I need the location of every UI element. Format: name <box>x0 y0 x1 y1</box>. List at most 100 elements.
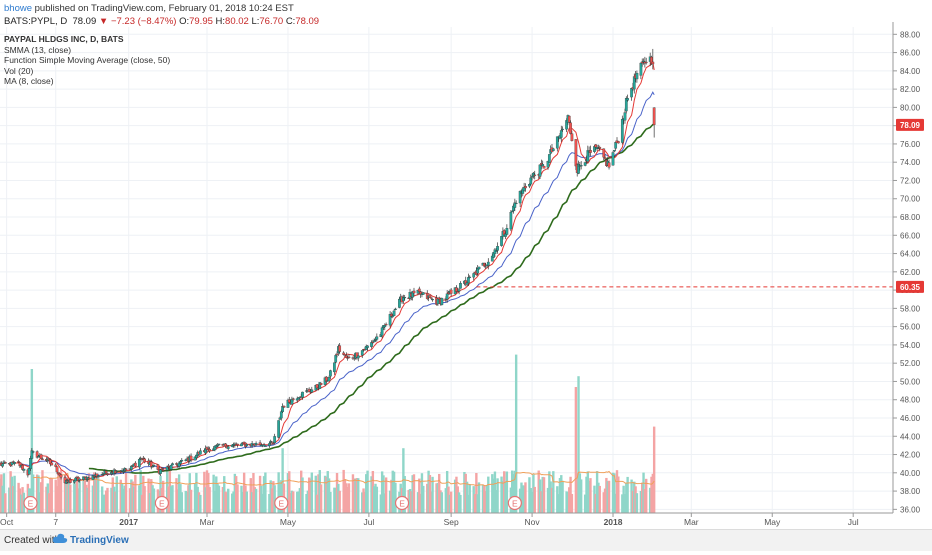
tradingview-link[interactable]: TradingView <box>70 535 129 546</box>
close-value: 78.09 <box>295 16 320 27</box>
legend-item-smma[interactable]: SMMA (13, close) <box>4 44 72 55</box>
volume-bar <box>615 470 619 513</box>
earnings-marker-icon[interactable] <box>154 495 169 511</box>
earnings-marker-icon[interactable] <box>507 495 522 511</box>
volume-bar <box>240 485 243 513</box>
candle-body <box>626 98 629 101</box>
publish-info: published on TradingView.com, February 0… <box>34 3 294 14</box>
volume-bar <box>475 472 478 513</box>
candle-body <box>624 97 628 112</box>
volume-bar <box>366 470 369 513</box>
volume-bar <box>252 472 255 513</box>
candle-body <box>78 478 81 481</box>
volume-bar <box>139 470 142 513</box>
volume-bar <box>281 448 284 513</box>
candle-body <box>3 462 7 464</box>
volume-bar <box>185 491 189 513</box>
candle-body <box>383 325 387 328</box>
earnings-marker-icon[interactable] <box>394 495 410 511</box>
volume-bar <box>550 487 554 513</box>
ma8-line <box>11 61 655 482</box>
volume-bar <box>232 491 235 513</box>
volume-bar <box>314 475 318 513</box>
legend-title[interactable]: PAYPAL HLDGS INC, D, BATS <box>4 34 124 44</box>
volume-bar <box>189 489 193 513</box>
earnings-marker-icon[interactable] <box>23 495 38 511</box>
volume-bar <box>20 494 23 513</box>
candle-body <box>35 451 39 458</box>
volume-bar <box>503 471 506 513</box>
volume-bar <box>37 475 40 513</box>
volume-bar <box>630 479 633 513</box>
volume-bar <box>371 470 375 513</box>
volume-bar <box>175 478 178 513</box>
volume-bar <box>298 488 302 513</box>
volume-bar <box>94 474 97 513</box>
x-tick-label: 2018 <box>604 517 623 527</box>
volume-bar <box>4 493 7 513</box>
volume-bar <box>644 478 648 513</box>
candle-body <box>287 399 291 403</box>
author-link[interactable]: bhowe <box>4 3 32 14</box>
volume-bar <box>159 475 162 513</box>
volume-bar <box>8 487 11 513</box>
volume-bar <box>169 486 173 513</box>
volume-bar <box>440 492 444 513</box>
legend-item-volume[interactable]: Vol (20) <box>4 65 34 76</box>
volume-bar <box>428 474 432 513</box>
volume-bar <box>221 486 225 513</box>
volume-bar <box>342 469 345 513</box>
volume-bar <box>59 469 63 513</box>
volume-bar <box>476 494 479 513</box>
legend-item-sma50[interactable]: Function Simple Moving Average (close, 5… <box>4 55 171 65</box>
volume-bar <box>119 479 122 513</box>
legend-item-ma8[interactable]: MA (8, close) <box>4 76 54 86</box>
earnings-marker-icon[interactable] <box>274 495 289 511</box>
y-tick-label: 74.00 <box>900 158 921 167</box>
volume-bar <box>566 492 570 513</box>
volume-bar <box>365 474 368 513</box>
volume-bar <box>241 491 245 513</box>
indicator-legend: PAYPAL HLDGS INC, D, BATS SMMA (13, clos… <box>4 34 170 87</box>
candle-body <box>594 144 598 148</box>
tradingview-cloud-icon[interactable] <box>52 533 68 548</box>
volume-bar <box>179 484 182 513</box>
volume-bar <box>642 472 645 513</box>
volume-bar <box>353 478 356 513</box>
volume-bar <box>244 485 247 513</box>
volume-bar <box>258 475 262 513</box>
candle-body <box>500 236 503 246</box>
candle-body <box>375 336 379 340</box>
candle-body <box>398 298 401 308</box>
volume-bar <box>420 473 424 513</box>
candle-body <box>542 165 546 169</box>
candle-body <box>74 477 77 482</box>
y-tick-label: 70.00 <box>900 195 921 204</box>
volume-bar <box>575 472 579 513</box>
candle-body <box>392 310 396 316</box>
volume-bar <box>391 470 394 513</box>
volume-bar <box>67 481 71 513</box>
candle-body <box>27 468 31 475</box>
volume-bar <box>102 494 105 513</box>
candle-body <box>644 61 648 64</box>
volume-bar <box>622 485 625 513</box>
candle-body <box>616 141 620 144</box>
candle-body <box>217 443 221 445</box>
volume-bar <box>253 487 256 513</box>
volume-bar <box>269 480 272 513</box>
volume-bar <box>193 483 197 513</box>
volume-bar <box>21 487 24 513</box>
candle-body <box>167 466 170 468</box>
candle-body <box>496 246 499 251</box>
volume-bar <box>41 470 44 513</box>
volume-bar <box>306 490 310 513</box>
volume-bar <box>574 387 578 513</box>
volume-bar <box>290 490 294 513</box>
candle-body <box>343 354 347 356</box>
volume-bar <box>49 477 52 513</box>
candle-body <box>137 459 141 468</box>
volume-bar <box>485 485 489 513</box>
volume-bar <box>233 473 237 513</box>
